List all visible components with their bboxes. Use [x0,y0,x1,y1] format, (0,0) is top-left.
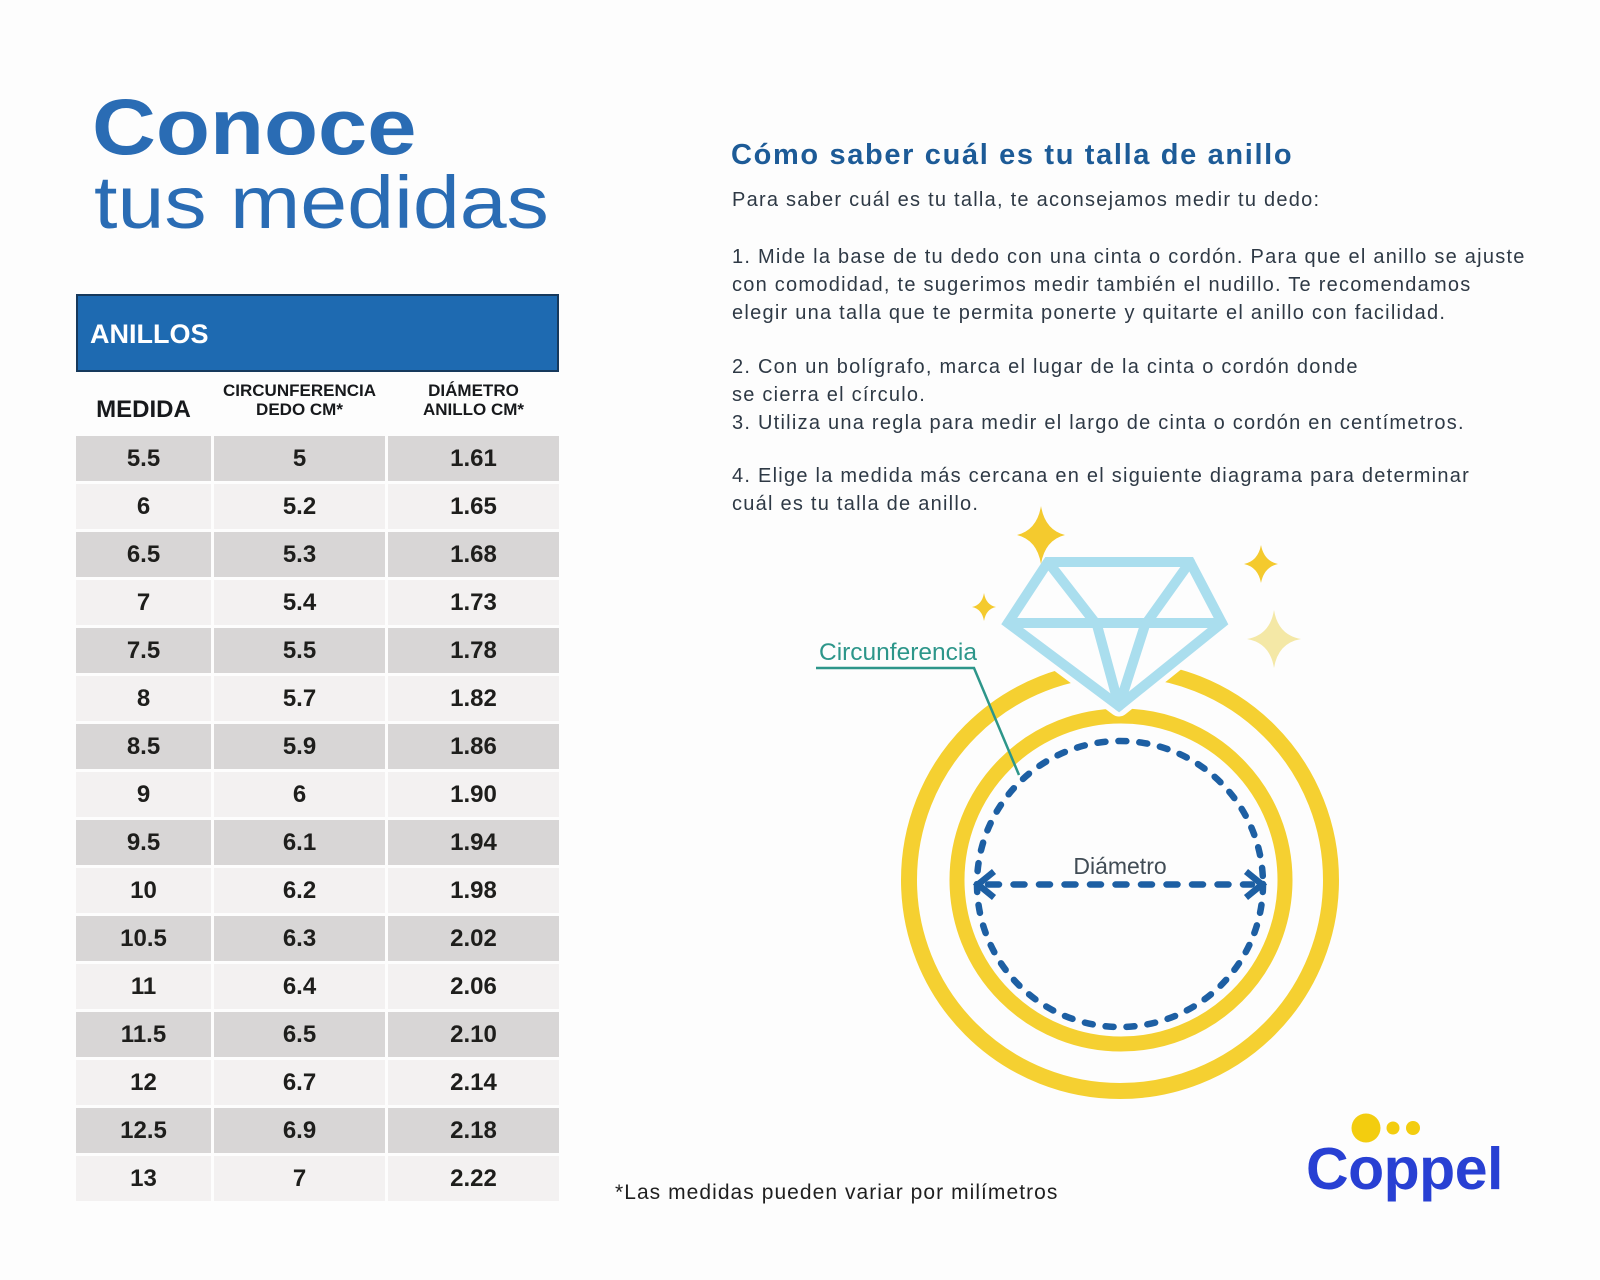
svg-text:Circunferencia: Circunferencia [819,639,977,666]
svg-text:Diámetro: Diámetro [1073,853,1166,879]
